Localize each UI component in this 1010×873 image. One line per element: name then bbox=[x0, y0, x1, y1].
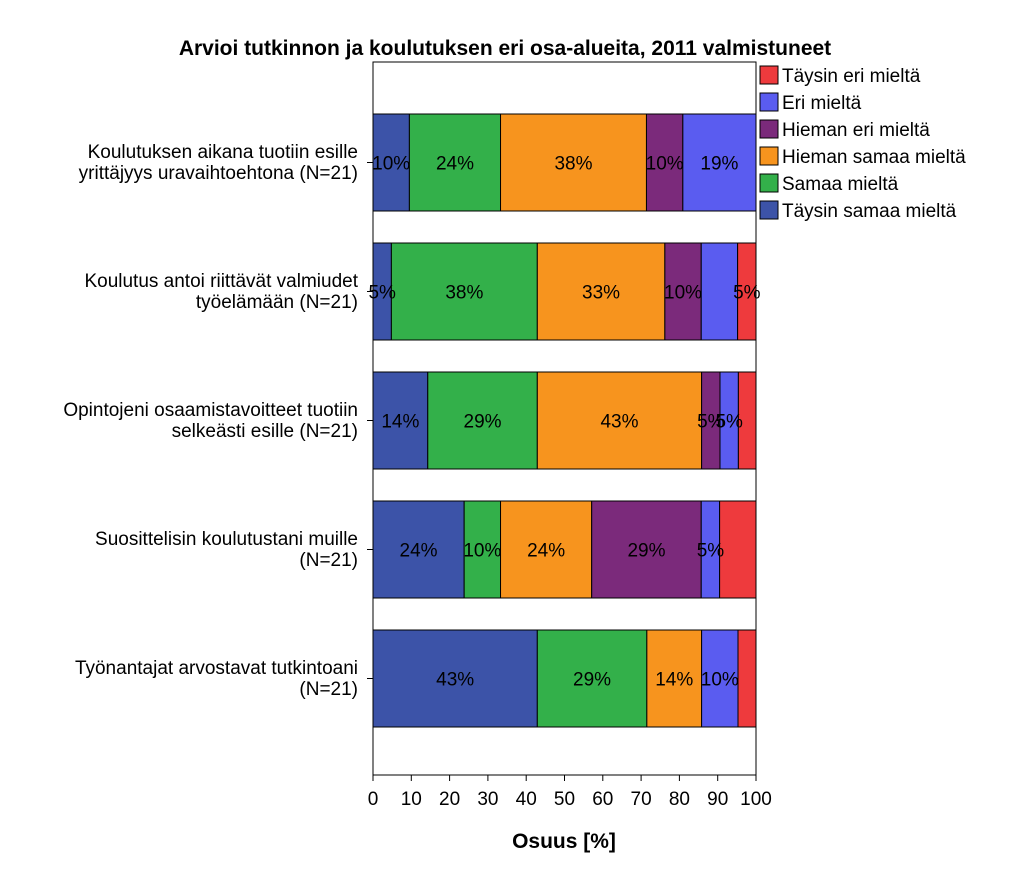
bars-group bbox=[372, 113, 757, 728]
bar-segment bbox=[372, 629, 538, 728]
bar-segment bbox=[372, 371, 429, 470]
category-label-line: (N=21) bbox=[299, 550, 358, 571]
category-label-line: yrittäjyys uravaihtoehtona (N=21) bbox=[79, 163, 358, 184]
category-label: Opintojeni osaamistavoitteet tuotiin selk… bbox=[63, 400, 358, 442]
bar-segment bbox=[700, 242, 739, 341]
data-label: 5% bbox=[697, 412, 725, 433]
data-label: 33% bbox=[582, 283, 620, 304]
legend: Täysin eri mieltä Eri mieltä Hieman eri mi… bbox=[759, 65, 966, 222]
data-label: 10% bbox=[646, 154, 684, 175]
category-label: Suosittelisin koulutustani muille (N=21) bbox=[95, 529, 358, 571]
category-label-line: selkeästi esille (N=21) bbox=[172, 421, 358, 442]
bar-segment bbox=[536, 242, 666, 341]
bar-segment bbox=[536, 629, 648, 728]
category-label-line: työelämään (N=21) bbox=[196, 292, 358, 313]
data-label: 10% bbox=[372, 154, 410, 175]
category-labels-group: Koulutuksen aikana tuotiin esille yrittäj… bbox=[63, 142, 373, 700]
data-label: 14% bbox=[655, 670, 693, 691]
legend-label: Samaa mieltä bbox=[782, 174, 899, 195]
x-tick-label: 0 bbox=[368, 789, 379, 810]
category-label: Koulutus antoi riittävät valmiudet työelä… bbox=[84, 271, 358, 313]
data-label: 38% bbox=[445, 283, 483, 304]
x-tick-label: 80 bbox=[669, 789, 690, 810]
data-label: 24% bbox=[436, 154, 474, 175]
data-label: 29% bbox=[573, 670, 611, 691]
category-label-line: Opintojeni osaamistavoitteet tuotiin bbox=[63, 400, 358, 421]
x-tick-label: 50 bbox=[554, 789, 575, 810]
chart-title: Arvioi tutkinnon ja koulutuksen eri osa-… bbox=[179, 37, 831, 60]
x-tick-label: 90 bbox=[707, 789, 728, 810]
data-label: 5% bbox=[368, 283, 396, 304]
category-label-line: Suosittelisin koulutustani muille bbox=[95, 529, 358, 550]
x-tick-label: 10 bbox=[401, 789, 422, 810]
data-label: 10% bbox=[664, 283, 702, 304]
bar-segment bbox=[536, 371, 703, 470]
bar-segment bbox=[737, 371, 757, 470]
category-label: Koulutuksen aikana tuotiin esille yrittäj… bbox=[79, 142, 358, 184]
x-tick-label: 60 bbox=[592, 789, 613, 810]
data-label: 24% bbox=[400, 541, 438, 562]
category-label-line: Koulutuksen aikana tuotiin esille bbox=[88, 142, 358, 163]
data-label: 14% bbox=[381, 412, 419, 433]
legend-label: Hieman eri mieltä bbox=[782, 120, 930, 141]
bar-segment bbox=[701, 629, 739, 728]
bar-segment bbox=[646, 629, 703, 728]
x-axis-label: Osuus [%] bbox=[512, 830, 616, 853]
bar-segment bbox=[372, 113, 410, 212]
data-label: 5% bbox=[697, 541, 725, 562]
data-label: 29% bbox=[464, 412, 502, 433]
category-label-line: Koulutus antoi riittävät valmiudet bbox=[84, 271, 358, 292]
legend-swatch bbox=[759, 65, 779, 85]
data-label: 5% bbox=[715, 412, 743, 433]
bar-segment bbox=[591, 500, 702, 599]
legend-swatch bbox=[759, 119, 779, 139]
data-label: 24% bbox=[527, 541, 565, 562]
x-tick-label: 70 bbox=[631, 789, 652, 810]
data-label: 29% bbox=[627, 541, 665, 562]
category-label-line: (N=21) bbox=[299, 679, 358, 700]
bar-segment bbox=[390, 242, 538, 341]
bar-segment bbox=[463, 500, 502, 599]
legend-label: Täysin samaa mieltä bbox=[782, 201, 957, 222]
bar-segment bbox=[682, 113, 757, 212]
legend-swatch bbox=[759, 173, 779, 193]
category-label: Työnantajat arvostavat tutkintoani (N=21) bbox=[75, 658, 358, 700]
bar-segment bbox=[664, 242, 702, 341]
bar-segment bbox=[408, 113, 502, 212]
legend-swatch bbox=[759, 200, 779, 220]
data-label: 19% bbox=[700, 154, 738, 175]
bar-segment bbox=[500, 113, 647, 212]
bar-segment bbox=[737, 629, 757, 728]
x-tick-label: 30 bbox=[477, 789, 498, 810]
x-tick-label: 100 bbox=[740, 789, 772, 810]
category-label-line: Työnantajat arvostavat tutkintoani bbox=[75, 658, 358, 679]
x-tick-label: 40 bbox=[516, 789, 537, 810]
bar-segment bbox=[427, 371, 538, 470]
bar-segment bbox=[737, 242, 757, 341]
data-label: 43% bbox=[436, 670, 474, 691]
data-label: 38% bbox=[554, 154, 592, 175]
legend-swatch bbox=[759, 92, 779, 112]
data-label: 10% bbox=[701, 670, 739, 691]
x-tick-label: 20 bbox=[439, 789, 460, 810]
data-label: 10% bbox=[463, 541, 501, 562]
legend-label: Hieman samaa mieltä bbox=[782, 147, 966, 168]
data-label: 5% bbox=[733, 283, 761, 304]
segment-labels-group: 10% 24% 38% 10% 19%5% 38% 33% 10% 5%14% 29% 43% 5%5… bbox=[368, 154, 760, 691]
legend-label: Täysin eri mieltä bbox=[782, 66, 921, 87]
x-axis: 0 10 20 30 40 50 60 70 80 90 100 bbox=[368, 775, 772, 810]
data-label: 43% bbox=[600, 412, 638, 433]
legend-swatch bbox=[759, 146, 779, 166]
bar-segment bbox=[645, 113, 684, 212]
legend-label: Eri mieltä bbox=[782, 93, 862, 114]
bar-segment bbox=[719, 500, 757, 599]
